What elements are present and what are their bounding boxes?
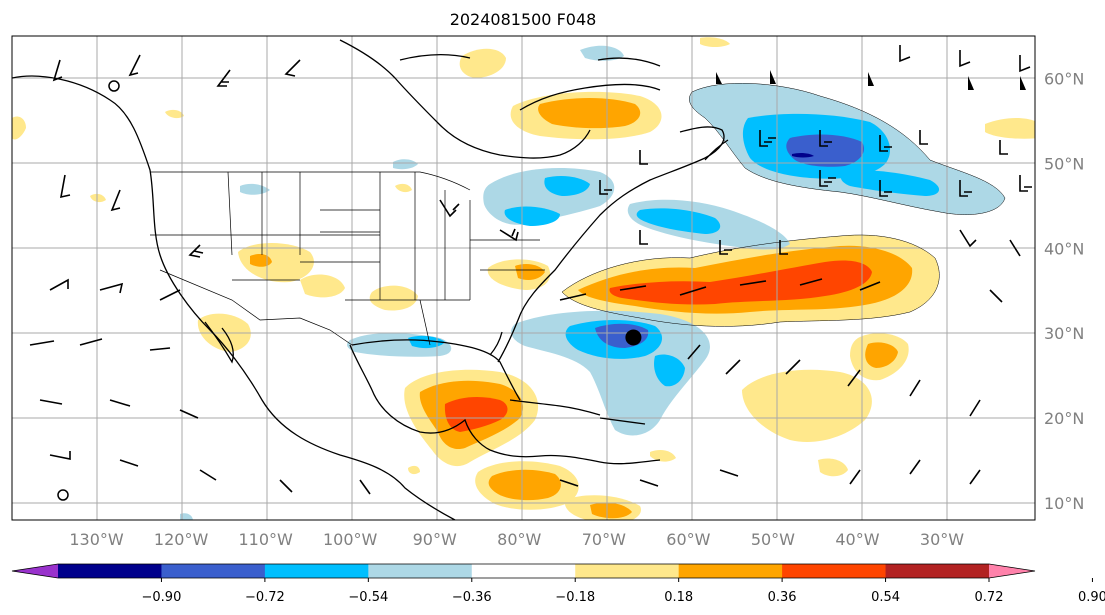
latitude-label: 20°N [1044,409,1084,428]
longitude-label: 40°W [835,530,879,549]
colorbar-tick-label: −0.36 [452,590,492,605]
gridlines [12,36,1035,520]
longitude-label: 100°W [323,530,378,549]
latitude-label: 10°N [1044,494,1084,513]
colorbar-segment [678,564,783,578]
filled-contour-outlines [561,83,1006,327]
colorbar-segment [885,564,990,578]
wind-barb-flags [716,70,1026,90]
longitude-labels: 130°W 120°W 110°W 100°W 90°W 80°W 70°W 60°W 50°W… [69,530,964,549]
colorbar-tick-label: 0.90 [1078,590,1105,605]
political-borders [150,171,545,346]
colorbar-tick-label: 0.18 [664,590,693,605]
colorbar-tick-label: 0.36 [768,590,797,605]
coastlines [12,39,729,520]
map-frame [11,35,1036,521]
positive-anomaly-shading [12,37,1035,520]
colorbar-tick-label: −0.54 [348,590,388,605]
latitude-labels: 60°N 50°N 40°N 30°N 20°N 10°N [1044,69,1084,513]
colorbar-tick-label: −0.72 [245,590,285,605]
map-area [12,36,1035,520]
colorbar-segment [471,564,576,578]
latitude-label: 30°N [1044,324,1084,343]
colorbar-outline [11,563,1036,579]
calm-wind-circles [57,80,120,501]
colorbar-segment [264,564,369,578]
colorbar-segment [58,564,162,578]
colorbar-extend-high [989,564,1035,578]
longitude-label: 30°W [920,530,964,549]
latitude-label: 60°N [1044,69,1084,88]
colorbar-tick-label: 0.54 [871,590,900,605]
longitude-label: 130°W [69,530,124,549]
longitude-label: 50°W [751,530,795,549]
longitude-label: 110°W [238,530,293,549]
colorbar-extend-low [12,564,58,578]
colorbar-segment [575,564,680,578]
wind-barbs [29,45,1032,495]
latitude-label: 50°N [1044,154,1084,173]
storm-center-marker [625,329,642,346]
colorbar-tick-label: −0.18 [555,590,595,605]
colorbar-segment [782,564,887,578]
longitude-label: 70°W [582,530,626,549]
longitude-label: 120°W [154,530,209,549]
longitude-label: 80°W [497,530,541,549]
colorbar-tick-label: 0.72 [975,590,1004,605]
figure-title: 2024081500 F048 [450,10,597,29]
latitude-label: 40°N [1044,239,1084,258]
colorbar-segment [161,564,266,578]
colorbar-segment [368,564,473,578]
longitude-label: 60°W [666,530,710,549]
colorbar: −0.90 −0.72 −0.54 −0.36 −0.18 0.18 0.36 0.54 0.7… [11,563,1105,605]
colorbar-tick-label: −0.90 [142,590,182,605]
longitude-label: 90°W [413,530,457,549]
